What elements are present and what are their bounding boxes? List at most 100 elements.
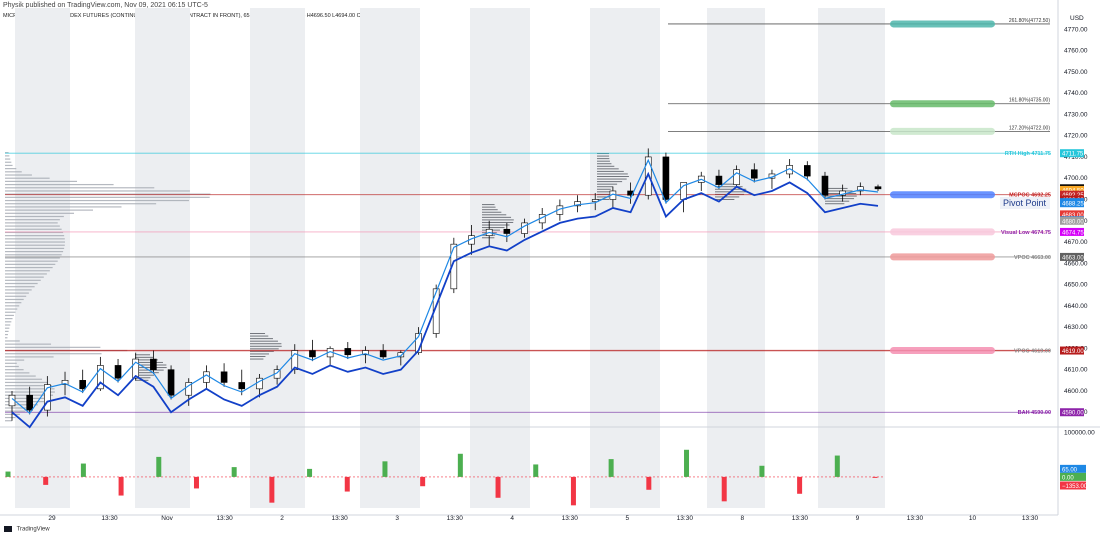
candle-body [185,382,193,396]
price-tag-bg-4 [1060,190,1084,199]
volume-profile-bar [5,247,65,250]
volume-profile-bar [5,333,8,336]
session-profile-bar-0 [135,356,154,358]
session-profile-bar-3 [597,188,611,190]
session-profile-bar-3 [597,168,619,170]
volume-profile-bar [5,180,78,182]
price-tag-bg-12 [1060,252,1084,261]
volume-profile-bar [5,375,36,377]
session-profile-bar-5 [825,190,853,192]
price-axis-tick: 4730.00 [1064,111,1088,118]
volume-profile-bar [5,164,13,167]
volume-profile-bar [5,209,94,211]
volume-profile-bar [5,404,38,406]
price-tag-bg-8 [1060,210,1084,219]
price-axis-tick: 4740.00 [1064,90,1088,97]
volume-profile-bar [5,254,62,256]
candle-body [97,365,104,390]
price-axis-tick: 4670.00 [1064,239,1088,246]
session-profile-bar-3 [597,183,618,185]
session-profile-bar-5 [825,200,850,202]
volume-profile-bar [5,314,14,317]
price-axis-tick: 4700.00 [1064,175,1088,182]
session-profile-bar-0 [135,361,163,363]
volume-bar [834,455,840,477]
volume-bar [269,476,275,503]
volume-bar [797,476,803,494]
session-profile-bar-2 [482,211,502,213]
session-profile-bar-3 [597,196,610,198]
candle-body [379,350,387,358]
session-profile-bar-1 [250,343,282,345]
volume-profile-bar [5,276,44,278]
vwap-line [11,158,879,415]
volume-profile-bar [5,199,189,202]
volume-profile-bar [5,359,25,361]
candle-body [61,380,69,385]
candle-body [167,369,175,396]
volume-profile-bar [5,212,75,214]
session-profile-bar-1 [250,345,282,347]
footer-brand: TradingView [16,526,50,533]
price-tag-11: 4674.75 [1062,230,1084,236]
volume-profile-bar [5,225,60,227]
volume-profile-bar [5,385,53,387]
volume-profile-bar [5,206,122,208]
volume-profile-bar [5,318,13,320]
volume-profile-bar [5,413,20,415]
session-band-6 [707,8,765,508]
session-profile-bar-3 [597,158,610,160]
target-zone-5 [890,253,995,261]
price-axis-tick: 4770.00 [1064,26,1088,33]
session-profile-bar-1 [250,333,266,335]
price-axis-tick: 4600.00 [1064,388,1088,395]
x-axis-tick: 13:30 [101,515,118,522]
target-zone-3 [890,191,995,199]
candle-body [79,380,86,390]
session-profile-bar-2 [482,216,512,218]
volume-bar [156,456,162,477]
session-profile-bar-0 [135,359,158,361]
session-profile-bar-2 [482,227,505,229]
session-profile-bar-5 [825,203,845,205]
candle-body [344,348,352,356]
volume-profile-bar [5,231,64,234]
candle-body [591,199,599,202]
x-axis-tick: 13:30 [562,515,579,522]
volume-profile-bar [5,311,16,313]
volume-profile-bar [5,155,10,157]
x-axis-tick: 2 [280,515,284,522]
x-axis-tick: 9 [856,515,860,522]
volume-profile-bar [5,266,53,269]
volume-profile-bar [5,302,22,304]
publisher-line: Physik published on TradingView.com, Nov… [3,2,208,9]
session-profile-bar-3 [597,178,627,180]
session-profile-bar-3 [597,186,614,188]
volume-bar [495,476,501,498]
volume-bar [344,476,350,492]
volume-bar [646,476,652,490]
candle-body [804,165,811,177]
volume-bar [118,476,124,496]
fib-label-2: 127.20%(4722.00) [1009,125,1050,131]
volume-profile-bar [5,295,27,297]
volume-profile-bar [5,356,54,358]
price-tag-10: 4680.00 [1062,219,1084,225]
target-zone-4 [890,228,995,236]
volume-tag-bg-1 [1060,472,1086,481]
volume-profile-bar [5,362,17,364]
x-axis-tick: 13:30 [332,515,349,522]
volume-profile-bar [5,289,32,291]
price-tag-14: 4590.00 [1062,411,1084,417]
candle-body [362,350,369,356]
volume-tag-bg-2 [1060,481,1086,490]
volume-bar [533,464,539,477]
candle-body [503,228,511,234]
candle-body [874,186,882,190]
level-label-1: MCPOC 4692.25 [1009,193,1051,199]
volume-profile-bar [5,177,50,179]
session-profile-bar-2 [482,221,514,223]
level-label-2: Visual Low 4674.75 [1001,230,1051,236]
session-profile-bar-0 [135,377,151,379]
